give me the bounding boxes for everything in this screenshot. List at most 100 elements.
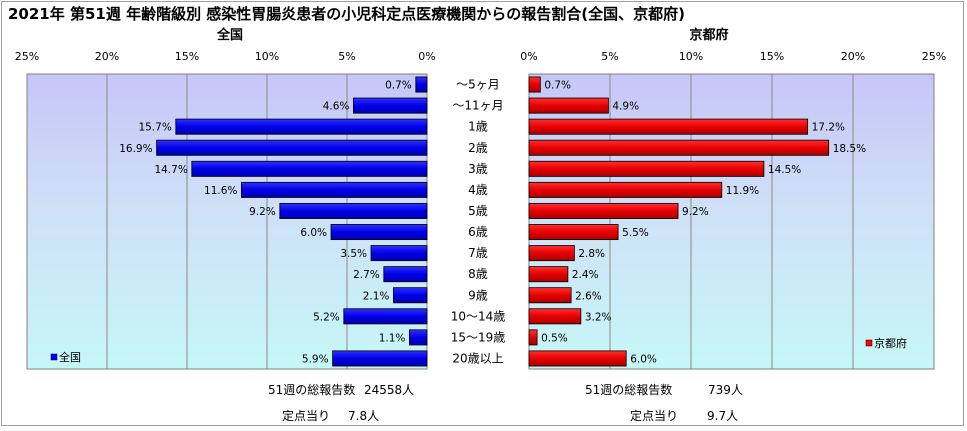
right-tick-label: 25% <box>922 50 946 63</box>
right-bar <box>528 139 830 156</box>
left-plot-area <box>26 73 428 370</box>
legend-kyoto: 京都府 <box>865 336 907 350</box>
right-bar-value-label: 6.0% <box>630 353 657 365</box>
left-bar <box>175 118 428 135</box>
national-per-value: 7.8人 <box>348 409 379 423</box>
left-tick-label: 20% <box>95 50 119 63</box>
national-total-label: 51週の総報告数 <box>268 382 355 397</box>
left-tick-label: 0% <box>418 50 435 63</box>
legend-kyoto-swatch <box>865 339 873 347</box>
left-bar <box>383 266 428 283</box>
category-label: ～5ヶ月 <box>456 78 500 92</box>
national-total-value: 24558人 <box>364 383 414 397</box>
category-label: 1歳 <box>468 120 488 134</box>
left-tick-label: 5% <box>338 50 355 63</box>
category-label: 8歳 <box>468 267 488 281</box>
right-bar-value-label: 18.5% <box>833 143 866 155</box>
right-bar-value-label: 4.9% <box>612 101 639 113</box>
left-bar-value-label: 2.1% <box>363 290 390 302</box>
left-bar-value-label: 4.6% <box>323 101 350 113</box>
left-bar <box>415 76 428 93</box>
category-label: 2歳 <box>468 141 488 155</box>
left-bar-value-label: 5.2% <box>313 311 340 323</box>
right-bar <box>528 287 572 304</box>
left-bar <box>191 160 428 177</box>
left-bar-value-label: 9.2% <box>249 206 276 218</box>
right-plot-area <box>528 73 935 370</box>
right-bar <box>528 350 627 367</box>
category-label: 15～19歳 <box>451 330 506 344</box>
legend-national-label: 全国 <box>59 350 81 364</box>
left-bar <box>240 181 428 198</box>
right-tick-label: 0% <box>520 50 537 63</box>
right-bar <box>528 245 575 262</box>
right-bar <box>528 160 765 177</box>
left-bar <box>408 329 428 346</box>
category-label: 7歳 <box>468 246 488 260</box>
category-labels: ～5ヶ月 ～11ヶ月 1歳 2歳 3歳 4歳 5歳 6歳 7歳 8歳 9歳 10～14歳 15～19歳 2… <box>451 78 506 366</box>
category-label: 3歳 <box>468 162 488 176</box>
category-label: 6歳 <box>468 225 488 239</box>
legend-national-swatch <box>50 353 58 361</box>
right-bar-value-label: 17.2% <box>812 122 845 134</box>
kyoto-total-label: 51週の総報告数 <box>585 382 672 397</box>
left-bar <box>330 224 428 241</box>
right-bar-value-label: 14.5% <box>768 164 801 176</box>
left-bar-value-label: 2.7% <box>353 269 380 281</box>
kyoto-total-value: 739人 <box>708 383 743 397</box>
right-bar <box>528 181 723 198</box>
left-bar <box>370 245 428 262</box>
right-bar-value-label: 5.5% <box>622 227 649 239</box>
left-bar-value-label: 15.7% <box>138 122 171 134</box>
left-bar <box>392 287 428 304</box>
category-label: 20歳以上 <box>452 351 503 365</box>
kyoto-per-label: 定点当り <box>630 408 678 423</box>
left-bar-value-label: 6.0% <box>300 227 327 239</box>
right-axis-ticks: 0% 5% 10% 15% 20% 25% <box>520 50 946 63</box>
left-bar-value-label: 5.9% <box>302 353 329 365</box>
category-label: 5歳 <box>468 204 488 218</box>
right-bar <box>528 266 569 283</box>
left-tick-label: 15% <box>175 50 199 63</box>
left-bar-value-label: 11.6% <box>204 185 237 197</box>
legend-national: 全国 <box>50 350 81 364</box>
category-label: ～11ヶ月 <box>452 99 503 113</box>
category-label: 9歳 <box>468 288 488 302</box>
chart-title: 2021年 第51週 年齢階級別 感染性胃腸炎患者の小児科定点医療機関からの報告… <box>8 5 685 23</box>
right-bar-value-label: 2.8% <box>578 248 605 260</box>
right-tick-label: 20% <box>841 50 865 63</box>
left-tick-label: 25% <box>15 50 39 63</box>
left-bar <box>332 350 428 367</box>
left-panel-title: 全国 <box>216 27 243 43</box>
right-bar-value-label: 11.9% <box>726 185 759 197</box>
left-bar <box>343 308 428 325</box>
right-bar <box>528 224 619 241</box>
kyoto-per-value: 9.7人 <box>707 409 738 423</box>
right-bar <box>528 76 541 93</box>
category-label: 4歳 <box>468 183 488 197</box>
left-bar-value-label: 0.7% <box>385 80 412 92</box>
national-per-label: 定点当り <box>282 408 330 423</box>
left-bar-value-label: 1.1% <box>379 332 406 344</box>
right-tick-label: 10% <box>679 50 703 63</box>
right-bar <box>528 329 538 346</box>
left-bar-value-label: 16.9% <box>119 143 152 155</box>
right-tick-label: 5% <box>601 50 618 63</box>
left-bar <box>156 139 428 156</box>
category-label: 10～14歳 <box>451 309 506 323</box>
right-tick-label: 15% <box>760 50 784 63</box>
right-bar-value-label: 9.2% <box>682 206 709 218</box>
right-panel-title: 京都府 <box>689 27 728 43</box>
right-bar-value-label: 2.6% <box>575 290 602 302</box>
left-bars: 0.7% 4.6% 15.7% 16.9%14.7% 11.6% 9.2% 6.0% 3.5%… <box>119 76 428 367</box>
left-bar-value-label: 3.5% <box>340 248 367 260</box>
right-bar <box>528 202 679 219</box>
right-bar <box>528 308 582 325</box>
right-bar-value-label: 2.4% <box>572 269 599 281</box>
right-bars: 0.7% 4.9% 17.2% 18.5% 14.5% 11.9% 9.2% 5.5% 2.8%… <box>528 76 866 367</box>
left-bar <box>352 97 428 114</box>
right-bar-value-label: 0.5% <box>541 332 568 344</box>
left-tick-label: 10% <box>255 50 279 63</box>
